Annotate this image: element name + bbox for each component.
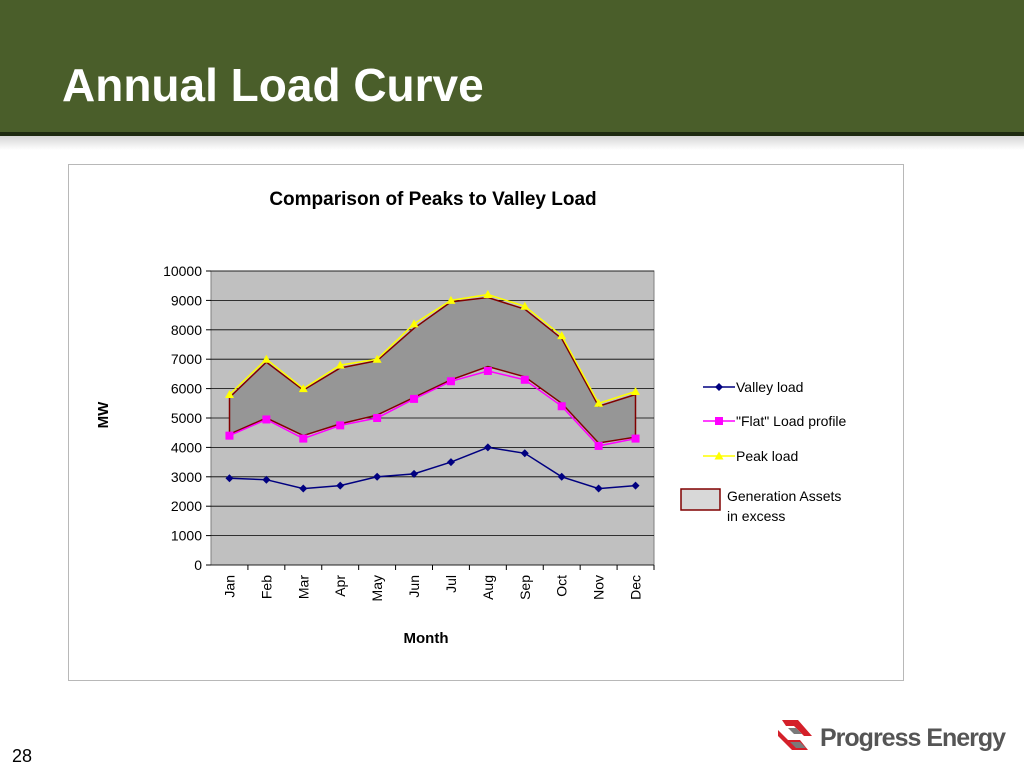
y-tick-label-2: 2000 — [171, 498, 202, 514]
series-flat-point-oct — [557, 402, 566, 411]
series-flat-point-aug — [483, 366, 492, 375]
x-tick-label-may: May — [369, 575, 385, 601]
series-peak-point-jan — [224, 389, 234, 398]
legend-label-band-line-2: in excess — [727, 508, 785, 524]
slide-number: 28 — [12, 746, 33, 766]
x-tick-label-jul: Jul — [443, 575, 459, 593]
series-peak-point-may — [372, 354, 382, 363]
x-axis-ticks: Jan Feb Mar Apr May Jun Jul Aug Sep Oct Nov Dec — [221, 565, 655, 601]
series-valley-point-nov — [594, 484, 603, 493]
legend-swatch-band — [680, 488, 721, 511]
series-valley-point-dec — [631, 481, 640, 490]
x-tick-label-sep: Sep — [517, 575, 533, 600]
x-tick-label-aug: Aug — [480, 575, 496, 600]
series-flat-point-apr — [336, 421, 345, 430]
series-peak-point-dec — [631, 387, 641, 396]
legend: Valley load "Flat" Load profile Peak load G… — [680, 379, 847, 524]
series-valley-point-jan — [225, 474, 234, 483]
series-flat-point-mar — [299, 434, 308, 443]
series-valley-point-mar — [299, 484, 308, 493]
series-peak-point-mar — [298, 384, 308, 393]
title-bar-shadow — [0, 136, 1024, 150]
x-tick-label-jun: Jun — [406, 575, 422, 598]
y-axis-ticks: 0 1000 2000 3000 4000 5000 6000 7000 8000 9000 100… — [163, 263, 211, 573]
series-valley-point-apr — [336, 481, 345, 490]
y-tick-label-1: 1000 — [171, 528, 202, 544]
logo-text: Progress Energy — [820, 724, 1006, 752]
chart-title: Comparison of Peaks to Valley Load — [269, 189, 596, 210]
x-tick-label-feb: Feb — [258, 575, 274, 599]
series-valley-point-sep — [520, 449, 529, 458]
progress-energy-logo: Progress Energy — [774, 716, 1006, 758]
series-peak-point-aug — [483, 290, 493, 299]
legend-marker-flat — [715, 417, 723, 425]
series-lines — [224, 290, 641, 493]
y-tick-label-10: 10000 — [163, 263, 202, 279]
y-tick-label-6: 6000 — [171, 381, 202, 397]
series-flat-point-may — [373, 414, 382, 422]
legend-label-peak: Peak load — [736, 448, 798, 464]
legend-marker-valley — [715, 383, 723, 391]
x-axis-label: Month — [404, 630, 449, 647]
series-peak-point-oct — [557, 331, 567, 340]
series-flat-point-dec — [631, 434, 640, 443]
series-peak-point-jul — [446, 295, 456, 304]
series-peak-point-sep — [520, 301, 530, 310]
series-peak-line — [228, 293, 636, 405]
x-tick-label-nov: Nov — [591, 575, 607, 600]
series-flat-point-jan — [225, 431, 234, 440]
series-valley-point-oct — [557, 472, 566, 481]
y-axis-label: MW — [95, 401, 112, 428]
y-tick-label-8: 8000 — [171, 322, 202, 338]
x-tick-label-jan: Jan — [221, 575, 237, 598]
title-bar — [0, 0, 1024, 136]
y-tick-label-0: 0 — [194, 557, 202, 573]
series-valley-point-feb — [262, 475, 271, 484]
legend-marker-peak — [714, 451, 724, 460]
logo-mark-icon — [778, 720, 812, 750]
legend-label-band-line-1: Generation Assets — [727, 488, 841, 504]
series-peak-point-jun — [409, 319, 419, 328]
legend-label-valley: Valley load — [736, 379, 803, 395]
x-tick-label-apr: Apr — [332, 575, 348, 597]
x-tick-label-oct: Oct — [554, 575, 570, 597]
series-valley-point-may — [373, 472, 382, 481]
series-flat-point-nov — [594, 441, 603, 450]
series-valley-line — [229, 446, 636, 490]
series-peak-point-nov — [594, 398, 604, 407]
series-flat-point-jun — [410, 394, 419, 403]
series-valley-point-jul — [446, 458, 455, 467]
series-flat-point-feb — [262, 415, 271, 424]
chart-frame: Comparison of Peaks to Valley Load 0 1000… — [68, 164, 904, 681]
load-curve-chart: Comparison of Peaks to Valley Load 0 1000… — [95, 189, 847, 647]
y-tick-label-9: 9000 — [171, 292, 202, 308]
series-flat-point-jul — [446, 377, 455, 386]
y-tick-label-5: 5000 — [171, 410, 202, 426]
series-flat-point-sep — [520, 375, 529, 384]
x-tick-label-dec: Dec — [628, 575, 644, 600]
y-tick-label-3: 3000 — [171, 469, 202, 485]
x-tick-label-mar: Mar — [295, 575, 311, 599]
legend-label-flat: "Flat" Load profile — [736, 413, 847, 429]
y-tick-label-4: 4000 — [171, 439, 202, 455]
slide-title: Annual Load Curve — [62, 59, 484, 111]
y-tick-label-7: 7000 — [171, 351, 202, 367]
series-peak-point-feb — [261, 354, 271, 363]
series-peak-point-apr — [335, 360, 345, 369]
series-valley-point-jun — [410, 469, 419, 478]
series-flat-line — [229, 370, 636, 447]
series-valley-point-aug — [483, 443, 492, 452]
